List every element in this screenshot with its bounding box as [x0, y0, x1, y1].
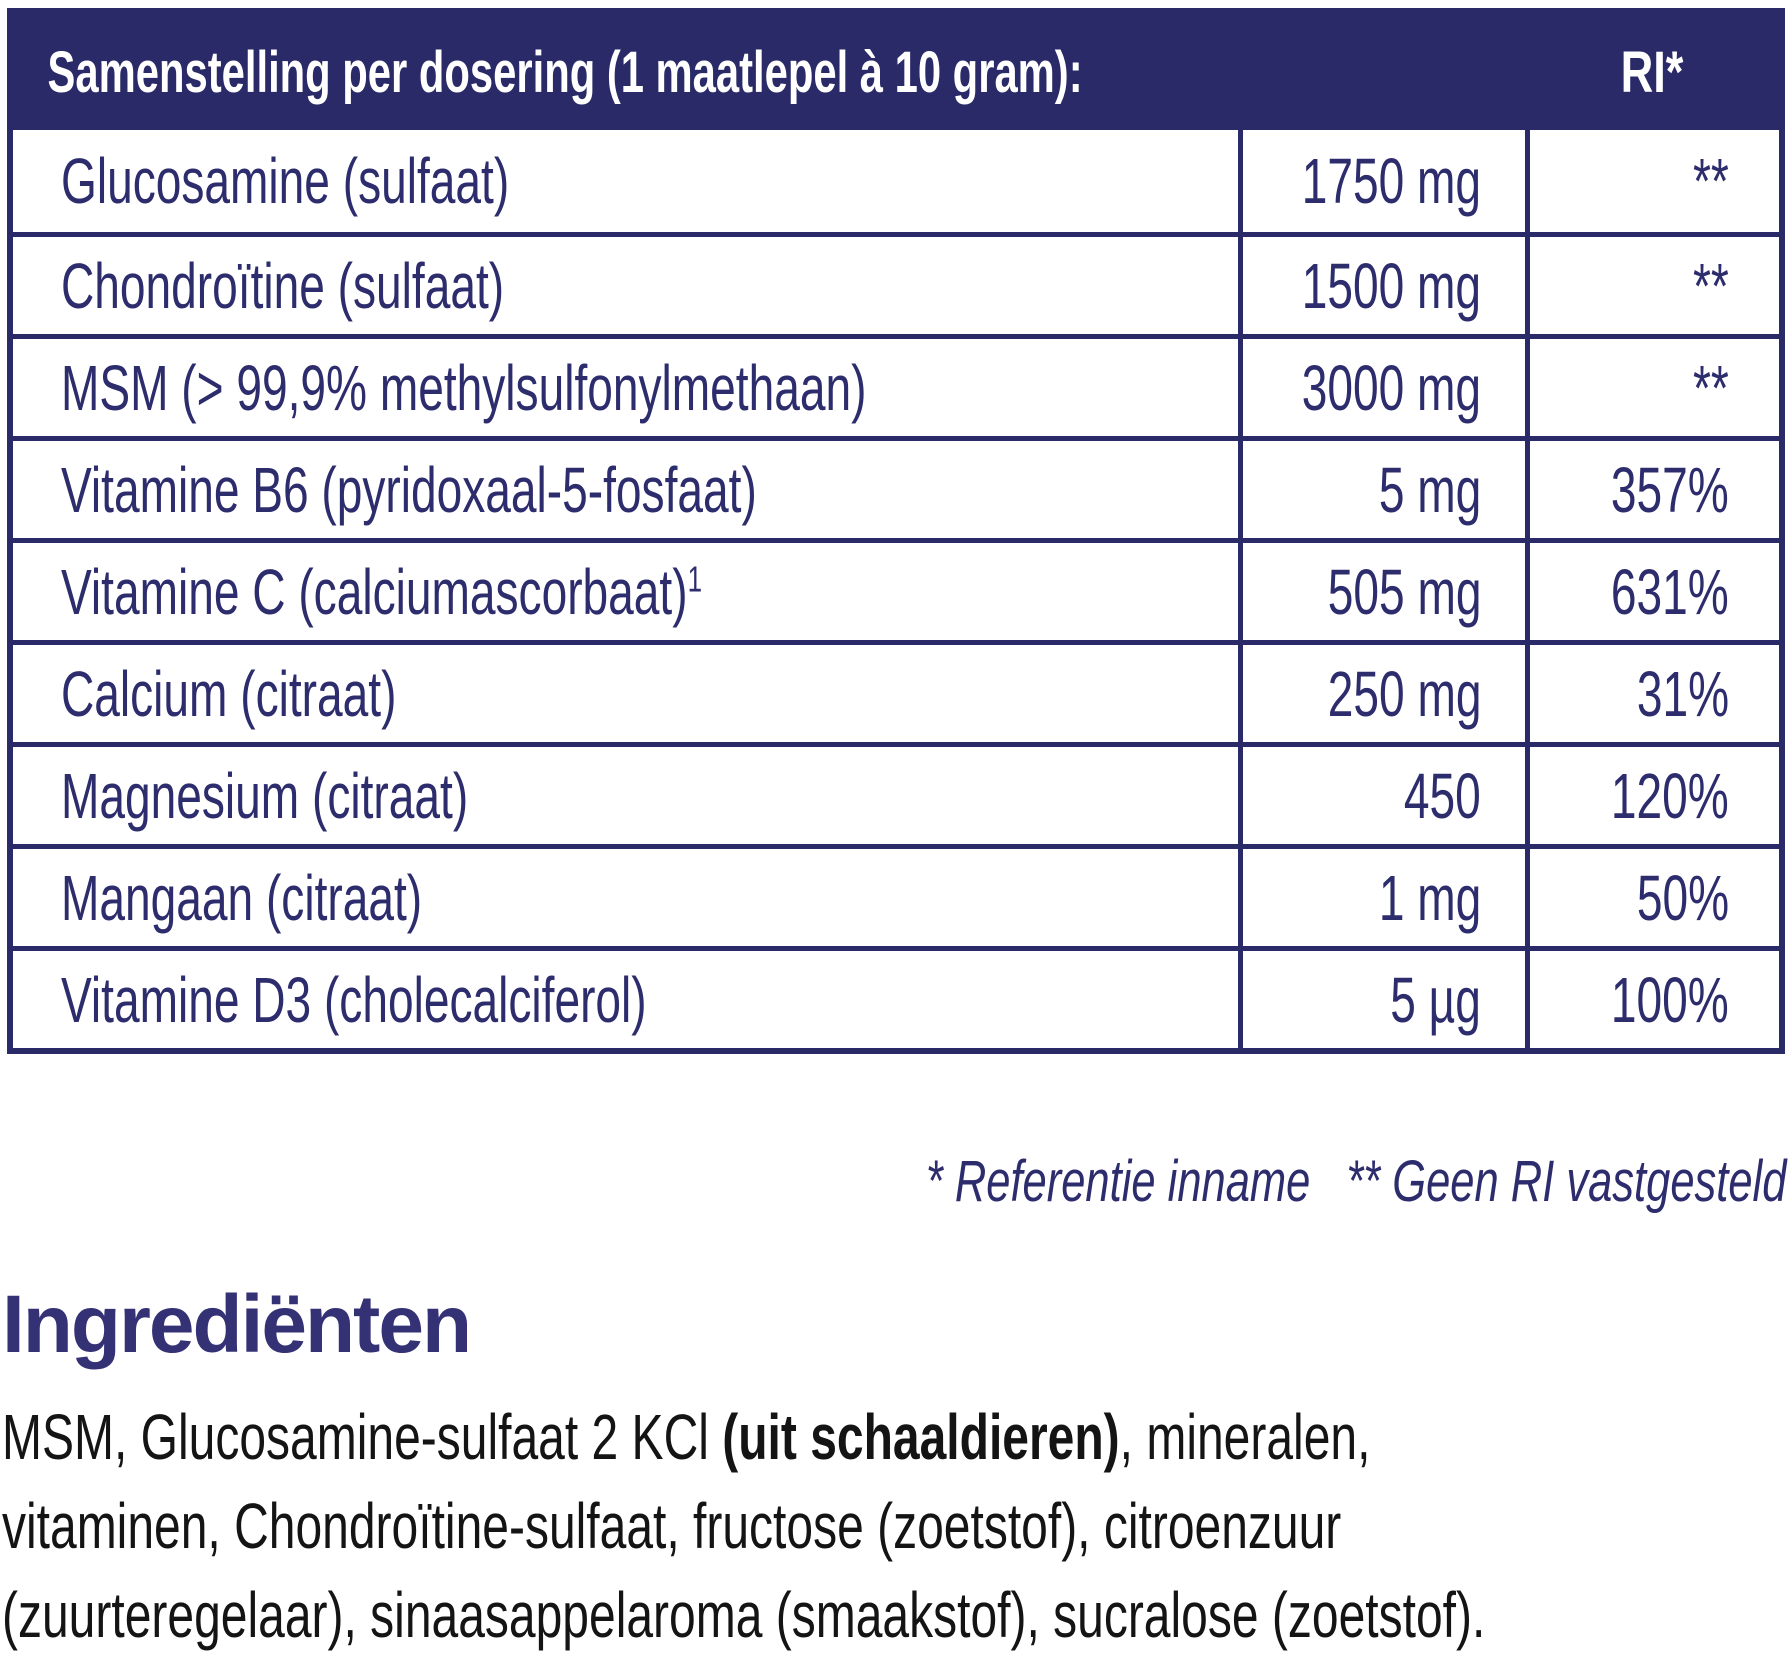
ingredients-allergen-bold: (uit schaaldieren)	[722, 1400, 1120, 1473]
table-row: Glucosamine (sulfaat) 1750 mg **	[13, 130, 1779, 232]
ingredient-name: Calcium (citraat)	[61, 657, 397, 730]
table-row: MSM (> 99,9% methylsulfonylmethaan) 3000…	[13, 334, 1779, 436]
ri-value: 31%	[1636, 657, 1729, 730]
amount-value: 5 µg	[1390, 963, 1481, 1036]
ri-cell: 357%	[1530, 441, 1779, 538]
ingredients-heading: Ingrediënten	[2, 1279, 472, 1370]
ri-cell: 120%	[1530, 747, 1779, 844]
amount-value: 1500 mg	[1301, 249, 1481, 322]
ri-value: 357%	[1611, 453, 1729, 526]
amount-cell: 450	[1238, 747, 1530, 844]
footnote-ri-definition: * Referentie inname	[925, 1149, 1310, 1214]
amount-cell: 5 mg	[1238, 441, 1530, 538]
amount-value: 1 mg	[1378, 861, 1481, 934]
ingredients-line1-post: , mineralen,	[1119, 1400, 1371, 1473]
ingredient-name-cell: Magnesium (citraat)	[13, 747, 1238, 844]
ri-value: 100%	[1611, 963, 1729, 1036]
footnote-no-ri-definition: ** Geen RI vastgesteld	[1345, 1149, 1786, 1214]
amount-cell: 505 mg	[1238, 543, 1530, 640]
nutrition-table: Samenstelling per dosering (1 maatlepel …	[7, 8, 1785, 1054]
ri-cell: 631%	[1530, 543, 1779, 640]
ingredients-line-1: MSM, Glucosamine-sulfaat 2 KCl (uit scha…	[2, 1392, 1792, 1481]
table-row: Vitamine C (calciumascorbaat)1 505 mg 63…	[13, 538, 1779, 640]
ingredient-name: Magnesium (citraat)	[61, 759, 469, 832]
ri-value: 50%	[1636, 861, 1729, 934]
ingredient-name-cell: Glucosamine (sulfaat)	[13, 130, 1238, 232]
table-row: Calcium (citraat) 250 mg 31%	[13, 640, 1779, 742]
ingredient-name-cell: Vitamine B6 (pyridoxaal-5-fosfaat)	[13, 441, 1238, 538]
table-title: Samenstelling per dosering (1 maatlepel …	[47, 39, 1083, 105]
ingredient-name-cell: Vitamine C (calciumascorbaat)1	[13, 543, 1238, 640]
reference-intake-footnote: * Referentie inname ** Geen RI vastgestel…	[6, 1148, 1786, 1215]
amount-cell: 250 mg	[1238, 645, 1530, 742]
table-row: Magnesium (citraat) 450 120%	[13, 742, 1779, 844]
footnote-marker-superscript: 1	[687, 558, 703, 600]
ingredients-line-2: vitaminen, Chondroïtine-sulfaat, fructos…	[2, 1481, 1792, 1570]
ingredient-name: Chondroïtine (sulfaat)	[61, 249, 505, 322]
table-row: Vitamine B6 (pyridoxaal-5-fosfaat) 5 mg …	[13, 436, 1779, 538]
ri-cell: 31%	[1530, 645, 1779, 742]
table-row: Chondroïtine (sulfaat) 1500 mg **	[13, 232, 1779, 334]
ingredient-name: Glucosamine (sulfaat)	[61, 145, 510, 217]
amount-value: 250 mg	[1327, 657, 1481, 730]
amount-value: 505 mg	[1327, 555, 1481, 628]
amount-cell: 5 µg	[1238, 951, 1530, 1048]
ri-column-header: RI*	[1620, 39, 1684, 105]
ingredient-name-cell: Mangaan (citraat)	[13, 849, 1238, 946]
amount-cell: 3000 mg	[1238, 339, 1530, 436]
amount-value: 5 mg	[1378, 453, 1481, 526]
ingredient-name: Vitamine C (calciumascorbaat)1	[61, 555, 703, 628]
ingredient-name: MSM (> 99,9% methylsulfonylmethaan)	[61, 351, 867, 424]
ri-cell: 50%	[1530, 849, 1779, 946]
ri-value: **	[1693, 351, 1729, 424]
ri-value: 631%	[1611, 555, 1729, 628]
ri-value: 120%	[1611, 759, 1729, 832]
ri-cell: **	[1530, 339, 1779, 436]
amount-value: 450	[1404, 759, 1481, 832]
amount-cell: 1750 mg	[1238, 130, 1530, 232]
footnote-text: * Referentie inname ** Geen RI vastgestel…	[925, 1148, 1786, 1215]
ingredient-name-cell: Chondroïtine (sulfaat)	[13, 237, 1238, 334]
ingredients-line2-text: vitaminen, Chondroïtine-sulfaat, fructos…	[2, 1489, 1342, 1562]
ingredients-line1-pre: MSM, Glucosamine-sulfaat 2 KCl	[2, 1400, 723, 1473]
amount-cell: 1500 mg	[1238, 237, 1530, 334]
table-row: Mangaan (citraat) 1 mg 50%	[13, 844, 1779, 946]
ingredient-name: Vitamine B6 (pyridoxaal-5-fosfaat)	[61, 453, 757, 526]
ri-cell: **	[1530, 130, 1779, 232]
ingredients-paragraph: MSM, Glucosamine-sulfaat 2 KCl (uit scha…	[2, 1392, 1792, 1659]
ingredients-line-3: (zuurteregelaar), sinaasappelaroma (smaa…	[2, 1570, 1792, 1659]
amount-value: 3000 mg	[1301, 351, 1481, 424]
table-header: Samenstelling per dosering (1 maatlepel …	[13, 14, 1779, 130]
ri-cell: **	[1530, 237, 1779, 334]
amount-value: 1750 mg	[1301, 145, 1481, 217]
ingredient-name: Vitamine D3 (cholecalciferol)	[61, 963, 647, 1036]
ri-value: **	[1693, 145, 1729, 217]
ingredient-name-cell: MSM (> 99,9% methylsulfonylmethaan)	[13, 339, 1238, 436]
amount-cell: 1 mg	[1238, 849, 1530, 946]
ingredients-line3-text: (zuurteregelaar), sinaasappelaroma (smaa…	[2, 1578, 1486, 1651]
ri-value: **	[1693, 249, 1729, 322]
ingredient-name: Mangaan (citraat)	[61, 861, 423, 934]
ingredient-name-cell: Calcium (citraat)	[13, 645, 1238, 742]
ri-cell: 100%	[1530, 951, 1779, 1048]
table-row: Vitamine D3 (cholecalciferol) 5 µg 100%	[13, 946, 1779, 1048]
ingredient-name-cell: Vitamine D3 (cholecalciferol)	[13, 951, 1238, 1048]
